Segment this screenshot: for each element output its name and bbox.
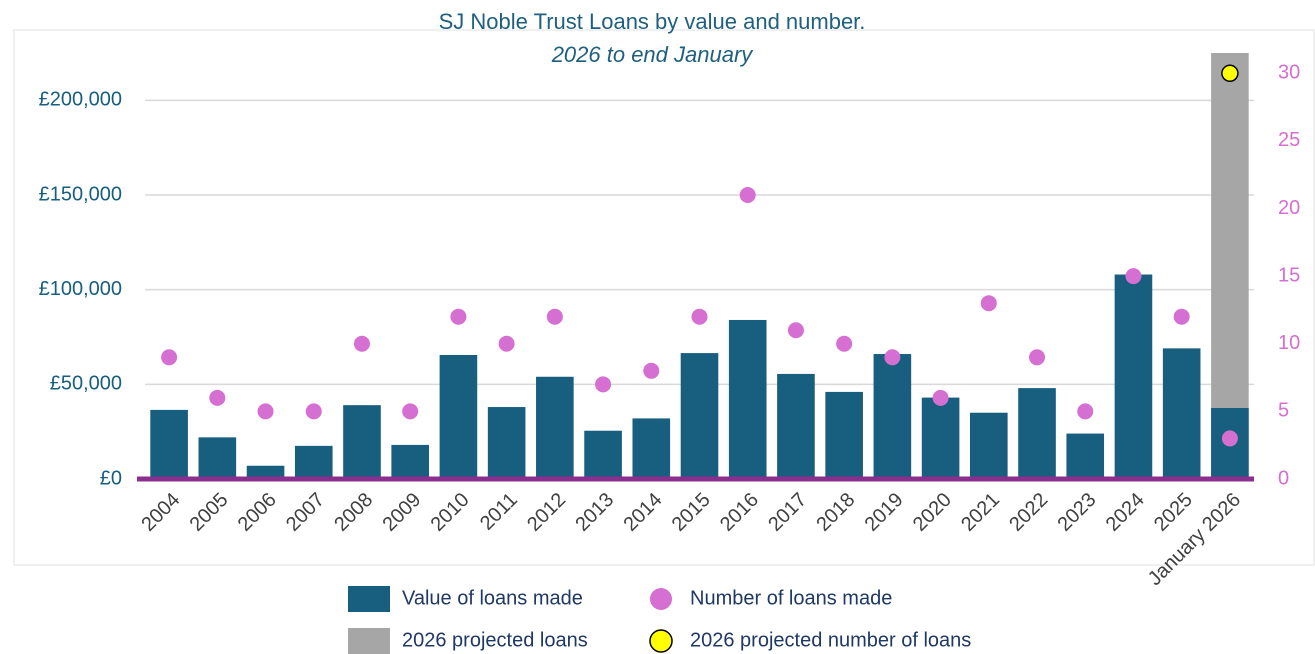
bar [584, 430, 622, 479]
point [1173, 308, 1190, 325]
x-tick-label: 2021 [957, 489, 1004, 536]
x-tick-label: 2016 [716, 489, 763, 536]
bar [343, 405, 381, 479]
bar [150, 409, 188, 479]
point [450, 308, 467, 325]
x-tick-label: 2005 [186, 489, 233, 536]
bar [921, 397, 960, 479]
point [980, 295, 997, 312]
bar [969, 412, 1008, 479]
legend-swatch [348, 586, 390, 612]
x-tick-label: 2017 [764, 489, 811, 536]
x-tick-label: 2007 [282, 489, 329, 536]
point [1125, 268, 1142, 285]
bar [728, 319, 767, 479]
x-tick-label: 2014 [620, 489, 667, 536]
y2-tick-label: 20 [1278, 197, 1300, 219]
bar [487, 407, 526, 479]
bar [246, 465, 285, 479]
x-tick-label: 2024 [1102, 489, 1149, 536]
point [305, 403, 322, 420]
point [498, 335, 515, 352]
y2-tick-label: 15 [1278, 264, 1300, 286]
y2-tick-label: 10 [1278, 332, 1300, 354]
point [787, 322, 804, 339]
bar [1018, 388, 1056, 479]
legend-label: Value of loans made [402, 587, 583, 609]
bar [680, 353, 719, 479]
point [643, 362, 660, 379]
legend-label: 2026 projected number of loans [690, 629, 971, 651]
bar [391, 444, 430, 479]
point [1029, 349, 1046, 366]
x-tick-label: 2006 [234, 489, 281, 536]
x-tick-label: 2018 [812, 489, 859, 536]
point [1221, 430, 1238, 447]
x-tick-label: 2009 [378, 489, 425, 536]
x-tick-label: 2019 [861, 489, 908, 536]
y2-tick-label: 5 [1278, 400, 1289, 422]
chart-title: SJ Noble Trust Loans by value and number… [439, 9, 866, 34]
point [353, 335, 370, 352]
y2-tick-label: 0 [1278, 467, 1289, 489]
point [739, 187, 756, 203]
bar [536, 376, 574, 479]
legend-swatch [348, 628, 390, 654]
x-tick-label: 2008 [330, 489, 377, 536]
bar [825, 391, 863, 479]
point [546, 308, 563, 325]
y-tick-label: £50,000 [50, 373, 122, 395]
legend-label: 2026 projected loans [402, 629, 588, 651]
point [257, 403, 274, 420]
bar [294, 445, 333, 479]
point [161, 349, 178, 366]
x-tick-label: 2022 [1005, 489, 1052, 536]
y-tick-label: £200,000 [39, 89, 122, 111]
x-tick-label: 2010 [427, 489, 474, 536]
point [884, 349, 901, 366]
bar [1114, 274, 1153, 479]
bar [1066, 433, 1105, 479]
bar [439, 354, 478, 479]
y2-tick-label: 25 [1278, 129, 1300, 151]
chart-frame [13, 29, 1315, 566]
legend-label: Number of loans made [690, 587, 892, 609]
x-tick-label: 2012 [523, 489, 570, 536]
bar [198, 437, 237, 479]
point [209, 389, 226, 406]
bar [632, 418, 671, 479]
y-tick-label: £100,000 [39, 278, 122, 300]
point [595, 376, 612, 393]
legend-swatch [650, 588, 672, 610]
point [836, 335, 853, 352]
bar [777, 373, 815, 479]
x-tick-label: 2020 [909, 489, 956, 536]
x-tick-label: 2015 [668, 489, 715, 536]
y-tick-label: £0 [100, 467, 122, 489]
x-tick-label: 2023 [1053, 489, 1100, 536]
point [402, 403, 419, 420]
bar [873, 354, 912, 479]
point [691, 308, 708, 325]
x-tick-label: 2011 [476, 489, 522, 535]
point [1221, 64, 1239, 83]
point [932, 389, 949, 406]
x-tick-label: 2013 [571, 489, 618, 536]
y-tick-label: £150,000 [39, 183, 122, 205]
point [1077, 403, 1094, 420]
legend-swatch [649, 629, 673, 653]
x-tick-label: 2004 [137, 489, 184, 536]
bar [1162, 348, 1201, 479]
y2-tick-label: 30 [1278, 62, 1300, 84]
chart-subtitle: 2026 to end January [551, 42, 755, 67]
